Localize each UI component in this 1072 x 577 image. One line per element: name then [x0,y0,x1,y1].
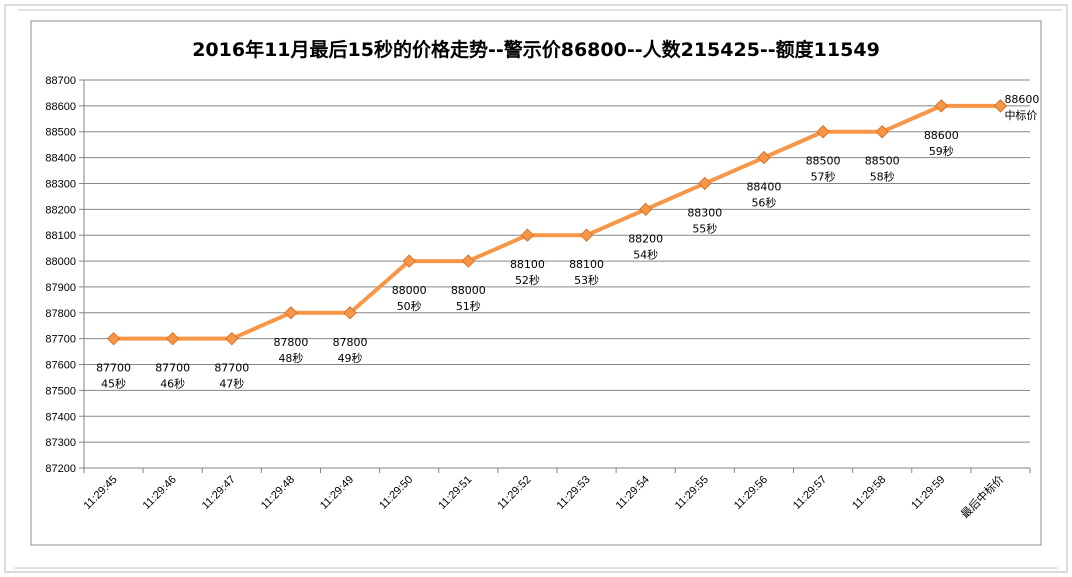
y-tick-label: 88700 [45,75,76,87]
data-label-value: 88600 [1004,93,1039,106]
data-label-value: 88000 [451,284,486,297]
y-tick-label: 88100 [45,230,76,242]
data-label-time: 59秒 [929,144,954,158]
data-point [520,228,535,242]
outer-border [4,4,1068,573]
data-point [934,99,949,113]
data-label-time: 47秒 [219,377,244,391]
data-point [343,306,357,320]
y-tick-label: 87800 [45,308,76,320]
chart-title: 2016年11月最后15秒的价格走势--警示价86800--人数215425--… [192,38,880,61]
y-tick-label: 87200 [45,463,76,475]
y-tick-label: 87300 [45,437,76,449]
data-label-time: 52秒 [515,273,540,287]
data-point [816,125,830,139]
data-point [875,125,889,139]
data-point [402,254,416,268]
data-label-time: 58秒 [870,170,895,184]
series-markers [106,99,1008,346]
data-label-value: 88600 [924,129,959,142]
data-label-value: 88500 [865,155,900,168]
y-tick-label: 88300 [45,178,76,190]
data-label-time: 48秒 [278,351,303,365]
chart-area-border [30,20,1042,546]
data-label-time: 55秒 [692,221,717,235]
data-label-value: 87700 [96,362,131,375]
data-point [225,331,239,346]
data-label-time: 51秒 [456,299,481,313]
data-label-time: 57秒 [811,170,836,184]
data-label-time: 45秒 [101,377,126,391]
data-label-time: 50秒 [397,299,422,313]
y-tick-label: 88200 [45,204,76,216]
data-point [284,306,298,320]
y-tick-label: 87400 [45,411,76,423]
data-label-time: 中标价 [1004,108,1037,122]
data-label-value: 88500 [806,155,841,168]
y-tick-label: 88000 [45,256,76,268]
data-point [106,331,121,346]
y-tick-label: 88500 [45,127,76,139]
series-line-path [111,103,1003,341]
data-label-value: 88400 [746,181,781,194]
y-tick-label: 87700 [45,334,76,346]
data-label-value: 87700 [155,362,190,375]
y-tick-label: 87500 [45,385,76,397]
y-tick-label: 87600 [45,360,76,372]
data-label-time: 54秒 [633,247,658,261]
data-label-value: 88000 [392,284,427,297]
data-point [993,99,1008,113]
data-label-value: 88300 [687,206,722,219]
data-label-time: 56秒 [751,196,776,210]
data-label-time: 53秒 [574,273,599,287]
data-point [698,176,712,191]
data-point [579,228,594,242]
data-label-value: 87800 [333,336,368,349]
data-point [757,150,771,165]
y-tick-label: 87900 [45,282,76,294]
data-point [638,202,653,217]
data-label-time: 46秒 [160,377,185,391]
data-point [165,331,180,346]
data-label-value: 88100 [510,258,545,271]
y-tick-label: 88600 [45,101,76,113]
y-tick-label: 88400 [45,153,76,165]
data-label-value: 87700 [214,362,249,375]
data-label-value: 88100 [569,258,604,271]
data-labels: 87700 45秒 87700 46秒 87700 47秒 87800 48秒 87800 49秒… [96,93,1039,391]
data-label-value: 88200 [628,232,663,245]
y-axis: 87200 87300 87400 87500 87600 87700 87800 87900… [45,75,85,475]
data-point [461,254,476,268]
gridlines [84,79,1030,469]
data-label-time: 49秒 [338,351,363,365]
series-line [111,103,1003,341]
data-label-value: 87800 [273,336,308,349]
